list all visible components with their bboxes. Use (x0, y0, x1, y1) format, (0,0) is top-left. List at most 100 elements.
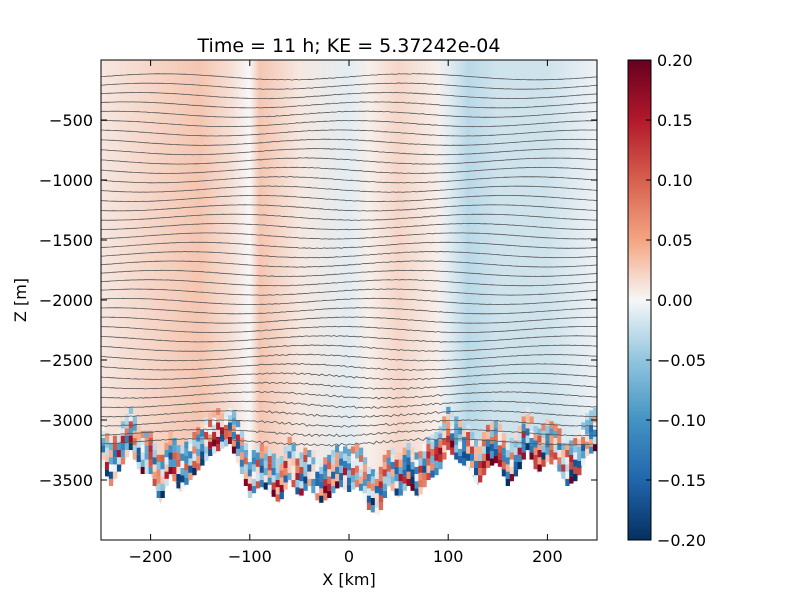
field-cell (489, 444, 495, 452)
field-cell (124, 450, 130, 458)
field-cell (466, 439, 471, 447)
field-cell (132, 452, 137, 460)
field-cell (335, 445, 340, 453)
field-cell (271, 489, 276, 497)
field-cell (418, 487, 423, 495)
field-cell (525, 406, 530, 414)
y-tick-label: −2000 (39, 291, 93, 310)
field-cell (148, 466, 153, 474)
field-cell (501, 454, 507, 462)
field-cell (231, 417, 237, 425)
field-cell (196, 441, 201, 449)
field-cell (148, 445, 153, 453)
field-cell (315, 486, 320, 494)
field-cell (374, 493, 380, 501)
contour-line (101, 204, 597, 212)
field-cell (343, 460, 348, 468)
y-tick-label: −1500 (39, 231, 93, 250)
field-cell (386, 478, 391, 486)
field-cell (116, 428, 122, 436)
field-cell (521, 416, 526, 424)
field-cell (358, 483, 364, 491)
field-cell (196, 434, 201, 442)
field-cell (160, 476, 165, 484)
field-cell (501, 440, 507, 448)
field-cell (152, 464, 157, 472)
field-cell (474, 460, 479, 468)
field-cell (545, 447, 550, 455)
field-cell (148, 438, 153, 446)
field-cell (358, 462, 364, 470)
field-cell (180, 482, 185, 490)
field-cell (319, 459, 324, 467)
field-cell (188, 458, 193, 466)
field-cell (481, 446, 487, 454)
field-cell (470, 460, 475, 468)
field-cell (339, 465, 344, 473)
field-cell (569, 447, 574, 455)
field-cell (406, 442, 411, 450)
field-cell (529, 445, 534, 453)
field-cell (485, 432, 491, 440)
contour-line (101, 344, 597, 352)
contour-line (101, 279, 597, 287)
field-cell (390, 476, 395, 484)
field-cell (593, 429, 597, 437)
field-cell (505, 457, 510, 465)
field-cell (251, 457, 257, 465)
field-cell (442, 438, 447, 446)
field-cell (493, 434, 499, 442)
contour-line (101, 353, 597, 362)
field-cell (307, 442, 312, 450)
x-tick-label: 0 (344, 547, 354, 566)
field-cell (311, 471, 316, 479)
field-cell (426, 458, 431, 466)
field-cell (105, 433, 110, 441)
field-cell (549, 457, 554, 465)
field-cell (593, 436, 597, 444)
field-cell (358, 476, 364, 484)
field-cell (386, 464, 391, 472)
field-cell (184, 463, 189, 471)
field-cell (152, 471, 157, 479)
colorbar-tick-label: 0.05 (657, 231, 693, 250)
field-cell (569, 440, 574, 448)
field-cell (128, 406, 134, 414)
field-cell (355, 480, 360, 488)
field-cell (299, 488, 304, 496)
contour-line (101, 82, 597, 90)
field-cell (525, 414, 530, 422)
field-cell (501, 462, 507, 470)
field-cell (422, 458, 427, 466)
field-cell (263, 446, 268, 454)
y-tick-label: −3000 (39, 411, 93, 430)
field-cell (386, 457, 391, 465)
field-cell (176, 445, 181, 453)
field-cell (485, 446, 491, 454)
field-cell (136, 462, 141, 470)
field-cell (120, 457, 126, 465)
field-cell (339, 444, 344, 452)
field-cell (275, 480, 280, 488)
colorbar-tick-label: −0.05 (657, 351, 706, 370)
field-cell (267, 448, 272, 456)
field-cell (497, 445, 503, 453)
field-cell (120, 442, 126, 450)
field-cell (442, 445, 447, 453)
field-cell (505, 471, 510, 479)
field-cell (275, 494, 280, 502)
x-axis-label: X [km] (322, 570, 375, 589)
field-cell (239, 438, 245, 446)
field-cell (200, 436, 205, 444)
field-cell (414, 474, 419, 482)
field-cell (295, 472, 300, 480)
field-cell (116, 435, 122, 443)
field-cell (374, 500, 380, 508)
field-cell (172, 438, 177, 446)
field-cell (164, 442, 169, 450)
field-cell (299, 481, 304, 489)
field-cell (112, 464, 118, 472)
field-cell (529, 430, 534, 438)
field-cell (386, 471, 391, 479)
field-cell (168, 466, 173, 474)
